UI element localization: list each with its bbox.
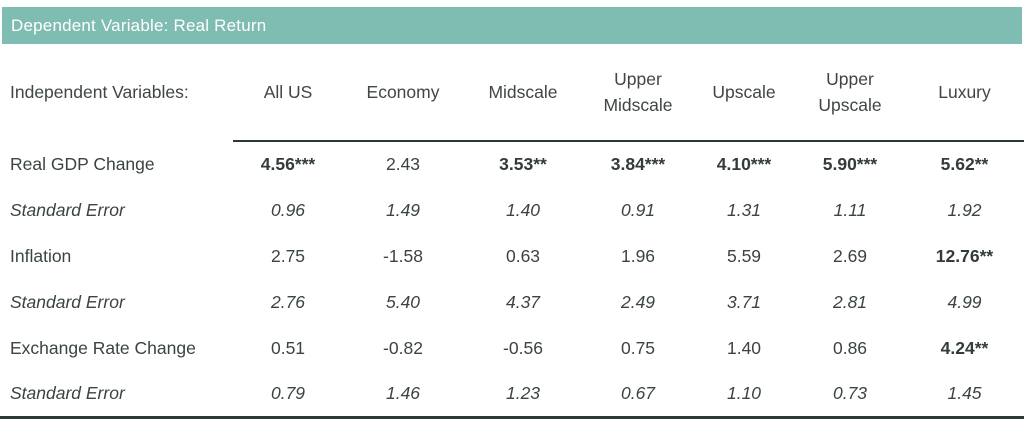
column-header: Upper Upscale	[795, 44, 905, 142]
column-header: All US	[233, 44, 343, 142]
table-cell: 5.40	[385, 291, 421, 312]
table-cell: 4.56***	[260, 154, 316, 174]
table-cell: 1.40	[726, 337, 762, 358]
dependent-variable-header-bar: Dependent Variable: Real Return	[2, 7, 1022, 44]
column-header: Upscale	[693, 44, 795, 142]
table-cell: 1.49	[385, 199, 421, 220]
table-cell: 4.24**	[940, 337, 989, 358]
table-cell: 1.11	[833, 199, 867, 220]
table-row: Standard Error 0.79 1.46 1.23 0.67 1.10 0.73 1.…	[0, 371, 1024, 419]
table-cell: 1.96	[620, 245, 656, 266]
column-header: Economy	[343, 44, 463, 142]
table-cell: 0.67	[583, 371, 693, 419]
row-label: Real GDP Change	[10, 153, 155, 174]
row-label: Standard Error	[10, 291, 125, 312]
table-cell: 3.71	[726, 291, 762, 312]
table-row: Standard Error 0.96 1.49 1.40 0.91 1.31 1.11 1.…	[0, 187, 1024, 233]
column-header: Midscale	[463, 44, 583, 142]
table-cell: 12.76**	[935, 245, 994, 266]
column-header: Luxury	[905, 44, 1024, 142]
table-cell: 1.40	[505, 199, 541, 220]
table-cell: 1.10	[693, 371, 795, 419]
table-cell: 0.51	[270, 337, 306, 358]
table-cell: 4.99	[947, 291, 982, 312]
table-cell: 2.75	[270, 245, 306, 266]
table-cell: 5.90***	[822, 154, 878, 174]
table-cell: 3.53**	[499, 154, 547, 174]
table-cell: 2.81	[832, 291, 868, 312]
table-row: Real GDP Change 4.56*** 2.43 3.53** 3.84*** 4…	[0, 141, 1024, 187]
table-cell: 3.84***	[610, 154, 666, 174]
table-cell: 0.86	[832, 337, 868, 358]
table-cell: 1.23	[463, 371, 583, 419]
table-row: Exchange Rate Change 0.51 -0.82 -0.56 0.75 1.…	[0, 325, 1024, 371]
table-cell: 1.31	[726, 199, 762, 220]
table-cell: 4.10***	[716, 154, 772, 174]
table-cell: 0.75	[620, 337, 656, 358]
table-cell: 0.91	[620, 199, 656, 220]
table-cell: -1.58	[383, 245, 423, 266]
table-cell: 4.37	[505, 291, 541, 312]
table-cell: 0.79	[233, 371, 343, 419]
table-cell: 1.92	[947, 199, 982, 220]
column-header-row: Independent Variables: All US Economy Mids…	[0, 44, 1024, 142]
table-cell: 2.43	[385, 154, 421, 174]
column-header: Upper Midscale	[583, 44, 693, 142]
table-cell: 0.96	[270, 199, 306, 220]
row-label: Standard Error	[10, 199, 125, 220]
independent-variables-label: Independent Variables:	[10, 82, 189, 103]
table-cell: 5.59	[726, 245, 762, 266]
row-label: Inflation	[10, 245, 72, 266]
table-cell: 2.69	[832, 245, 868, 266]
table-cell: 2.49	[620, 291, 656, 312]
row-label: Exchange Rate Change	[10, 337, 196, 358]
table-row: Standard Error 2.76 5.40 4.37 2.49 3.71 2.81 4.…	[0, 279, 1024, 325]
row-label: Standard Error	[0, 371, 233, 419]
table-cell: -0.82	[383, 337, 423, 358]
table-cell: 2.76	[270, 291, 306, 312]
regression-results-table: Independent Variables: All US Economy Mids…	[0, 44, 1024, 419]
table-cell: 5.62**	[940, 154, 989, 174]
table-row: Inflation 2.75 -1.58 0.63 1.96 5.59 2.69 12.76*…	[0, 233, 1024, 279]
table-title: Dependent Variable: Real Return	[11, 15, 267, 35]
table-cell: 1.46	[343, 371, 463, 419]
table-cell: 0.73	[795, 371, 905, 419]
table-cell: -0.56	[503, 337, 543, 358]
table-cell: 0.63	[505, 245, 541, 266]
table-cell: 1.45	[905, 371, 1024, 419]
